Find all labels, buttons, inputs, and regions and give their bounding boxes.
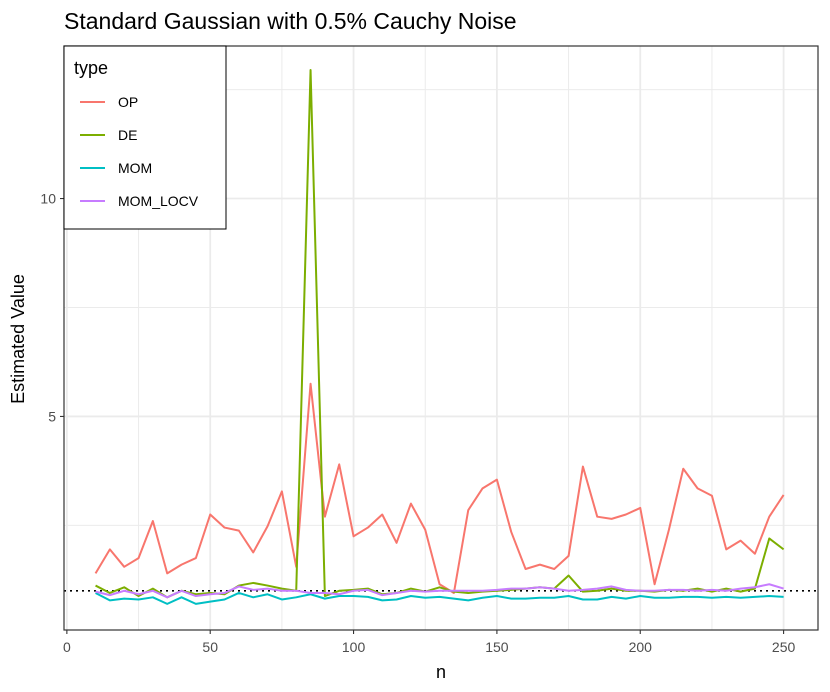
series-layer [94,68,785,605]
legend: type OP DE MOM MOM_LOCV [63,45,227,230]
y-axis-title: Estimated Value [8,274,28,404]
legend-label-op: OP [118,94,138,110]
y-tick-label: 10 [40,191,56,207]
y-axis: 5 10 [40,191,64,424]
chart-title: Standard Gaussian with 0.5% Cauchy Noise [64,8,517,34]
x-tick-label: 200 [629,639,653,655]
x-axis-title: n [436,662,446,682]
legend-title: type [74,58,108,78]
x-tick-label: 0 [63,639,71,655]
x-axis: 0 50 100 150 200 250 [63,630,796,655]
series-line-mom [95,591,784,605]
series-line-op [94,382,785,594]
legend-label-mom: MOM [118,160,152,176]
legend-label-mom_locv: MOM_LOCV [118,193,199,209]
legend-box [63,45,227,230]
major-gridlines [64,46,818,630]
legend-items: OP DE MOM MOM_LOCV [80,94,199,209]
x-tick-label: 100 [342,639,366,655]
series-line-mom_locv [95,583,784,599]
x-tick-label: 150 [485,639,509,655]
legend-label-de: DE [118,127,137,143]
minor-gridlines [64,46,818,630]
plot-panel [63,45,819,631]
y-tick-label: 5 [48,408,56,424]
x-tick-label: 50 [202,639,218,655]
x-tick-label: 250 [772,639,796,655]
